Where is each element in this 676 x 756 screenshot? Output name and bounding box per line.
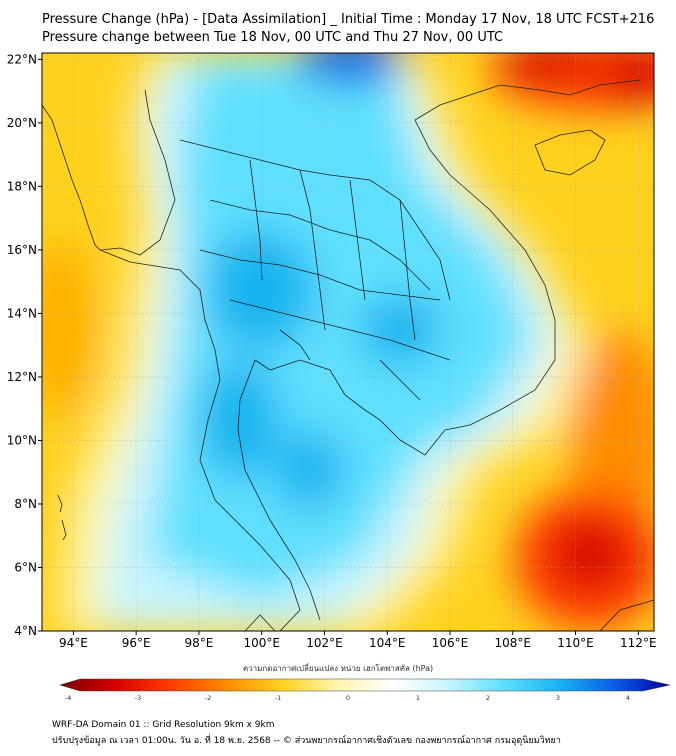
colorbar-tick-label: 0 bbox=[346, 694, 350, 702]
colorbar-tick-label: -4 bbox=[65, 694, 71, 702]
lat-tick-label: 12°N bbox=[7, 370, 37, 384]
lon-tick-label: 112°E bbox=[620, 636, 657, 650]
lon-tick-label: 98°E bbox=[184, 636, 213, 650]
lon-tick-label: 110°E bbox=[557, 636, 594, 650]
lon-tick-label: 106°E bbox=[432, 636, 469, 650]
lat-tick-label: 14°N bbox=[7, 306, 37, 320]
lat-tick-label: 6°N bbox=[14, 560, 37, 574]
lon-tick-label: 100°E bbox=[243, 636, 280, 650]
latitude-labels: 4°N 6°N 8°N 10°N 12°N 14°N 16°N 18°N 20°N 22°N bbox=[7, 52, 42, 638]
lat-tick-label: 20°N bbox=[7, 116, 37, 130]
lon-tick-label: 104°E bbox=[369, 636, 406, 650]
footer-credit: ปรับปรุงข้อมูล ณ เวลา 01:00น. วัน อ. ที่… bbox=[52, 736, 561, 746]
lon-tick-label: 94°E bbox=[59, 636, 88, 650]
map-subtitle: Pressure change between Tue 18 Nov, 00 U… bbox=[42, 30, 504, 45]
map-frame bbox=[41, 52, 655, 632]
colorbar-title: ความกดอากาศเปลี่ยนแปลง หน่วย เฮกโตพาสคัล… bbox=[242, 664, 434, 673]
colorbar-tick-label: 2 bbox=[486, 694, 490, 702]
lat-tick-label: 22°N bbox=[7, 52, 37, 66]
map-title: Pressure Change (hPa) - [Data Assimilati… bbox=[42, 12, 655, 27]
lat-tick-label: 16°N bbox=[7, 243, 37, 257]
lat-tick-label: 4°N bbox=[14, 624, 37, 638]
lat-tick-label: 18°N bbox=[7, 179, 37, 193]
lat-tick-label: 10°N bbox=[7, 433, 37, 447]
lon-tick-label: 102°E bbox=[306, 636, 343, 650]
lon-tick-label: 108°E bbox=[495, 636, 532, 650]
coastline-borders bbox=[42, 79, 654, 631]
lat-tick-label: 8°N bbox=[14, 497, 37, 511]
colorbar-tick-label: -1 bbox=[275, 694, 281, 702]
colorbar-tick-label: -3 bbox=[135, 694, 141, 702]
pressure-field bbox=[42, 53, 654, 631]
colorbar-tick-label: 4 bbox=[626, 694, 630, 702]
footer-model-info: WRF-DA Domain 01 :: Grid Resolution 9km … bbox=[52, 720, 275, 730]
colorbar-tick-label: 1 bbox=[416, 694, 420, 702]
longitude-labels: 94°E 96°E 98°E 100°E 102°E 104°E 106°E 108°E 110… bbox=[59, 631, 657, 650]
colorbar: -4 -3 -2 -1 0 1 2 3 4 bbox=[58, 678, 671, 702]
colorbar-tick-label: 3 bbox=[556, 694, 560, 702]
colorbar-tick-label: -2 bbox=[205, 694, 211, 702]
lon-tick-label: 96°E bbox=[122, 636, 151, 650]
